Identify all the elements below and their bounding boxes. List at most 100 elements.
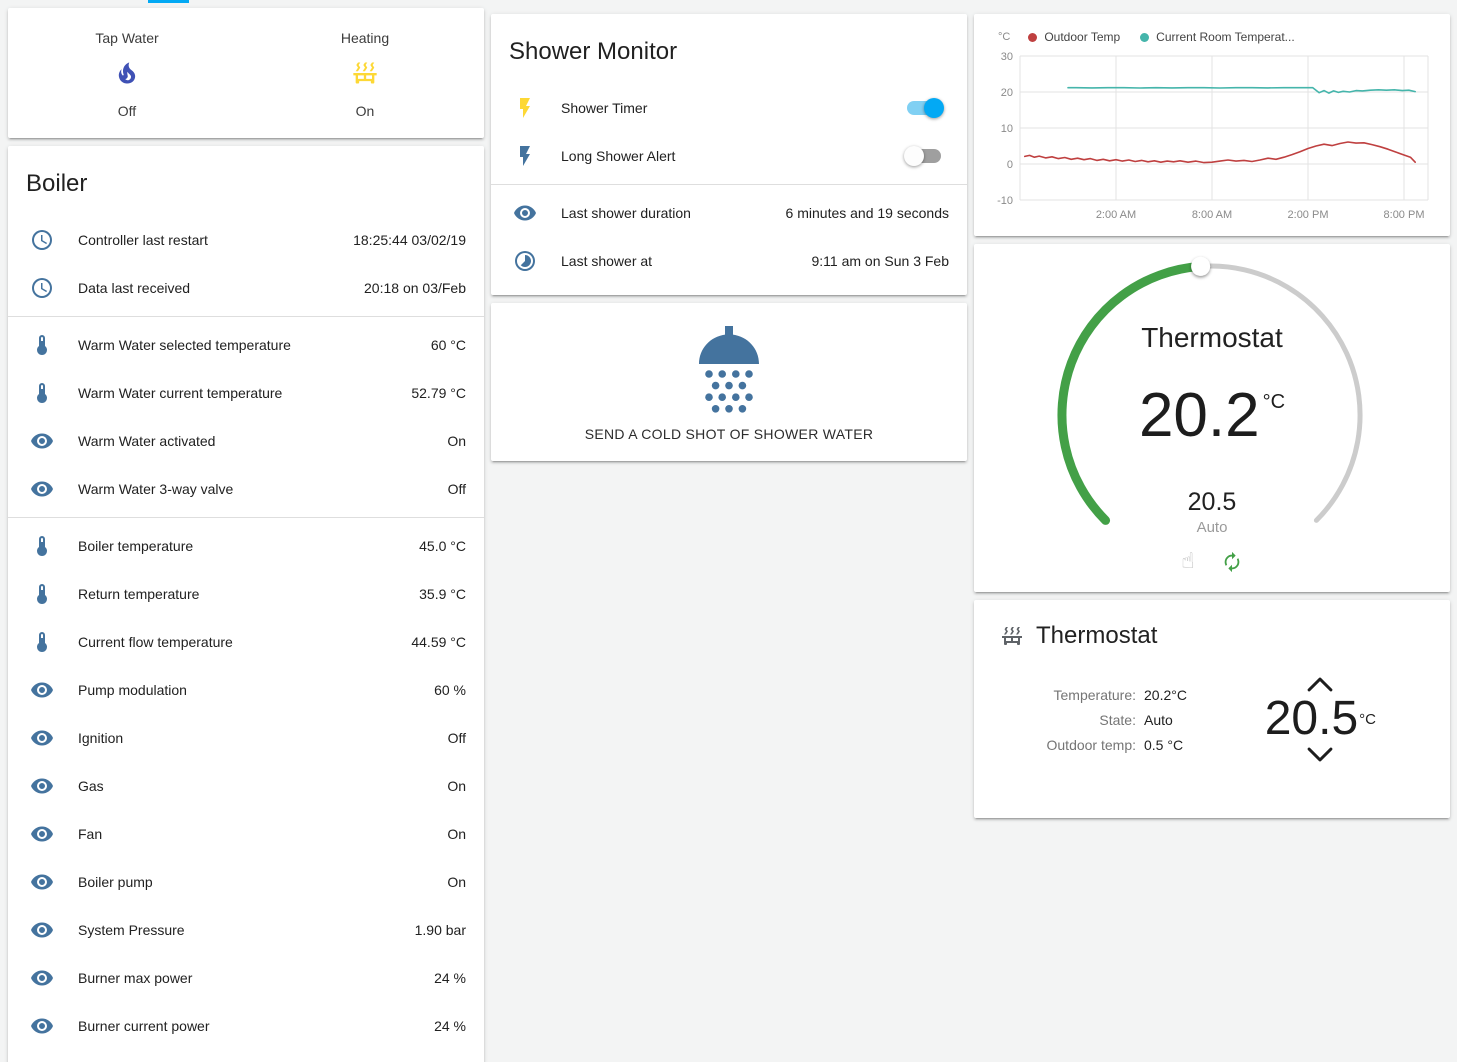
entity-name: Warm Water selected temperature bbox=[78, 337, 291, 353]
thermostat-card: Thermostat Temperature: 20.2°C State: Auto O… bbox=[974, 600, 1450, 818]
eye-icon bbox=[31, 1018, 53, 1034]
y-axis-unit: °C bbox=[998, 31, 1011, 43]
thermostat-attributes: Temperature: 20.2°C State: Auto Outdoor temp… bbox=[1018, 687, 1187, 753]
entity-state: 18:25:44 03/02/19 bbox=[353, 232, 466, 248]
target-temp: 20.5°C bbox=[1265, 693, 1376, 746]
entity-name: Last shower at bbox=[561, 253, 653, 269]
entity-row[interactable]: Ignition Off bbox=[8, 714, 484, 762]
active-tab-indicator[interactable] bbox=[148, 0, 189, 3]
toggle-name: Long Shower Alert bbox=[561, 148, 676, 164]
dial-current-unit: °C bbox=[1262, 391, 1286, 413]
thermostat-attr-value: Auto bbox=[1144, 711, 1173, 728]
radiator-icon bbox=[1002, 627, 1022, 645]
target-temp-unit: °C bbox=[1359, 711, 1376, 728]
thermostat-attr-value: 20.2°C bbox=[1144, 686, 1187, 703]
eye-icon bbox=[31, 922, 53, 938]
entity-row[interactable]: Boiler temperature 45.0 °C bbox=[8, 522, 484, 570]
y-tick-label: 20 bbox=[1001, 87, 1013, 99]
entity-state: 45.0 °C bbox=[419, 538, 466, 554]
entity-state: Off bbox=[447, 730, 466, 746]
entity-name: Burner max power bbox=[78, 970, 193, 986]
dial-arc-rest bbox=[1198, 263, 1363, 523]
entity-row[interactable]: Warm Water activated On bbox=[8, 417, 484, 465]
entity-state: 24 % bbox=[434, 1018, 466, 1034]
entity-row[interactable]: System Pressure 1.90 bar bbox=[8, 906, 484, 954]
entity-row[interactable]: Pump modulation 60 % bbox=[8, 666, 484, 714]
entity-name: Fan bbox=[78, 826, 103, 842]
boiler-card-title: Boiler bbox=[26, 170, 88, 197]
entity-name: Warm Water activated bbox=[78, 433, 216, 449]
dial-mode: Auto bbox=[1196, 519, 1228, 536]
entity-state: Off bbox=[447, 481, 466, 497]
thermometer-icon bbox=[37, 383, 47, 403]
eye-icon bbox=[31, 481, 53, 497]
cold-shot-label: SEND A COLD SHOT OF SHOWER WATER bbox=[584, 426, 874, 442]
clock-icon bbox=[32, 278, 52, 298]
entity-row[interactable]: Warm Water 3-way valve Off bbox=[8, 465, 484, 513]
shower-toggle-list: Shower Timer Long Shower Alert bbox=[491, 84, 967, 180]
chart-legend: °C Outdoor Temp Current Room Temperat... bbox=[998, 26, 1438, 48]
entity-row[interactable]: Burner current power 24 % bbox=[8, 1002, 484, 1050]
entity-row[interactable]: Last shower duration 6 minutes and 19 sec… bbox=[491, 189, 967, 237]
eye-icon bbox=[31, 433, 53, 449]
entity-row[interactable]: Data last received 20:18 on 03/Feb bbox=[8, 264, 484, 312]
decrease-temp-button[interactable] bbox=[1305, 746, 1335, 763]
target-temp-value: 20.5 bbox=[1264, 692, 1359, 745]
entity-name: Burner current power bbox=[78, 1018, 210, 1034]
toggle-row: Long Shower Alert bbox=[491, 132, 967, 180]
entity-row[interactable]: Return temperature 35.9 °C bbox=[8, 570, 484, 618]
eye-icon bbox=[31, 778, 53, 794]
entity-row[interactable]: Last shower at 9:11 am on Sun 3 Feb bbox=[491, 237, 967, 285]
entity-row[interactable]: Burner max power 24 % bbox=[8, 954, 484, 1002]
thermometer-icon bbox=[37, 536, 47, 556]
x-tick-label: 8:00 PM bbox=[1384, 209, 1425, 221]
clock-icon bbox=[32, 230, 52, 250]
entity-row[interactable]: Current flow temperature 44.59 °C bbox=[8, 618, 484, 666]
dial-readout: Thermostat 20.2 °C 20.5 Auto ☝ bbox=[974, 244, 1450, 574]
entity-row[interactable]: Warm Water selected temperature 60 °C bbox=[8, 321, 484, 369]
thermostat-card-title: Thermostat bbox=[1036, 622, 1158, 649]
series-line-1 bbox=[1067, 86, 1417, 94]
history-chart: 30 20 10 0 -10 2:00 AM 8:00 AM 2:00 PM 8:00 PM bbox=[997, 51, 1429, 221]
glance-item-tap-water[interactable]: Tap Water Off bbox=[8, 30, 246, 119]
eye-icon bbox=[31, 874, 53, 890]
entity-row[interactable]: Controller last restart 18:25:44 03/02/19 bbox=[8, 216, 484, 264]
thermostat-dial-card: Thermostat 20.2 °C 20.5 Auto ☝ bbox=[974, 244, 1450, 592]
toggle-row: Shower Timer bbox=[491, 84, 967, 132]
long-shower-alert-toggle[interactable] bbox=[904, 146, 941, 166]
series-line-0 bbox=[1023, 141, 1417, 164]
dial-handle[interactable] bbox=[1191, 256, 1211, 276]
timelapse-icon bbox=[515, 251, 535, 271]
temperature-stepper: 20.5°C bbox=[1265, 676, 1376, 763]
thermometer-icon bbox=[37, 335, 47, 355]
thermostat-attr-label: Temperature: bbox=[1053, 686, 1136, 703]
entity-state: 44.59 °C bbox=[411, 634, 466, 650]
autorenew-icon[interactable] bbox=[1221, 551, 1243, 573]
eye-icon bbox=[31, 826, 53, 842]
y-tick-label: 10 bbox=[1001, 123, 1013, 135]
cold-shot-action-card[interactable]: SEND A COLD SHOT OF SHOWER WATER bbox=[491, 303, 967, 461]
entity-row[interactable]: Boiler pump On bbox=[8, 858, 484, 906]
y-tick-label: 30 bbox=[1001, 51, 1013, 63]
entity-row[interactable]: Gas On bbox=[8, 762, 484, 810]
glance-item-heating[interactable]: Heating On bbox=[246, 30, 484, 119]
entity-row[interactable]: Fan On bbox=[8, 810, 484, 858]
increase-temp-button[interactable] bbox=[1305, 676, 1335, 693]
entity-state: On bbox=[447, 874, 466, 890]
entity-name: Warm Water 3-way valve bbox=[78, 481, 234, 497]
entity-row[interactable]: Warm Water current temperature 52.79 °C bbox=[8, 369, 484, 417]
shower-timer-toggle[interactable] bbox=[907, 98, 944, 118]
boiler-card: Boiler Controller last restart 18:25:44 0… bbox=[8, 146, 484, 1062]
thermostat-card-body: Temperature: 20.2°C State: Auto Outdoor temp… bbox=[990, 676, 1434, 763]
glance-item-state: On bbox=[355, 103, 375, 119]
hand-pointer-icon[interactable]: ☝ bbox=[1181, 549, 1195, 574]
entity-state: 35.9 °C bbox=[419, 586, 466, 602]
glance-card: Tap Water Off Heating On bbox=[8, 8, 484, 138]
glance-item-name: Tap Water bbox=[95, 30, 159, 46]
thermostat-attr-value: 0.5 °C bbox=[1144, 736, 1184, 753]
entity-state: On bbox=[447, 433, 466, 449]
divider bbox=[8, 517, 484, 518]
thermometer-icon bbox=[37, 584, 47, 604]
entity-name: Data last received bbox=[78, 280, 191, 296]
